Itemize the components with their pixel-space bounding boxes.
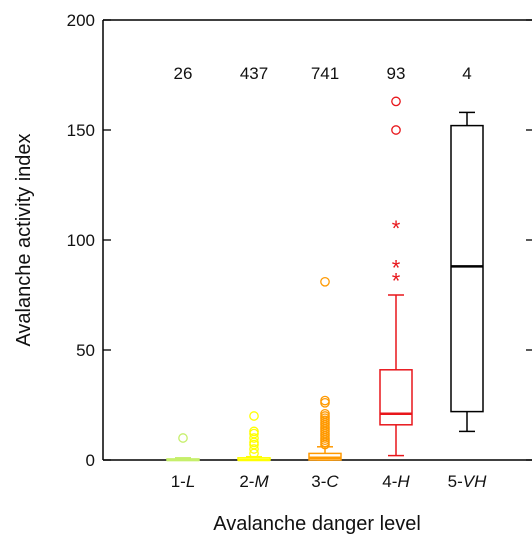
category-prefix: 4- (382, 472, 397, 491)
count-label: 93 (387, 64, 406, 83)
category-label: 1-L (171, 472, 196, 491)
outlier-point (249, 426, 259, 437)
iqr-box (450, 124, 484, 413)
category-label: 5-VH (448, 472, 487, 491)
sample-count-labels: 26 437 741 93 4 (174, 64, 472, 83)
category-prefix: 5- (448, 472, 463, 491)
category-level: L (186, 472, 195, 491)
box-series: *** (166, 96, 484, 462)
y-tick-label: 100 (67, 231, 95, 250)
outlier-point (391, 96, 401, 107)
outlier-point (320, 408, 330, 419)
y-axis-title: Avalanche activity index (13, 133, 35, 346)
category-prefix: 3- (311, 472, 326, 491)
y-tick-label: 50 (76, 341, 95, 360)
count-label: 741 (311, 64, 339, 83)
category-level: H (397, 472, 410, 491)
iqr-box (379, 369, 413, 426)
category-prefix: 1- (171, 472, 186, 491)
category-label: 4-H (382, 472, 410, 491)
box-group: *** (379, 96, 413, 457)
box-group (237, 411, 271, 462)
extreme-point: * (392, 255, 401, 280)
outlier-point (249, 433, 259, 443)
outlier-point (320, 395, 330, 406)
category-level: M (254, 472, 269, 491)
outlier-point (391, 125, 401, 135)
outlier-point (320, 276, 330, 287)
category-label: 2-M (239, 472, 269, 491)
category-level: C (326, 472, 339, 491)
extreme-point: * (392, 269, 401, 294)
box-group (308, 276, 342, 461)
y-tick-label: 150 (67, 121, 95, 140)
outlier-point (178, 433, 188, 443)
outlier-point (249, 411, 259, 421)
y-axis-ticks: 0 50 100 150 200 (67, 11, 532, 470)
category-prefix: 2- (239, 472, 254, 491)
category-level: VH (463, 472, 487, 491)
outlier-point (249, 444, 259, 454)
count-label: 26 (174, 64, 193, 83)
box-group (166, 433, 200, 462)
category-label: 3-C (311, 472, 339, 491)
box-group (450, 111, 484, 433)
extreme-point: * (392, 216, 401, 241)
y-tick-label: 0 (86, 451, 95, 470)
count-label: 4 (462, 64, 471, 83)
x-axis-title: Avalanche danger level (213, 513, 421, 535)
y-tick-label: 200 (67, 11, 95, 30)
category-labels: 1-L 2-M 3-C 4-H 5-VH (171, 472, 487, 491)
count-label: 437 (240, 64, 268, 83)
